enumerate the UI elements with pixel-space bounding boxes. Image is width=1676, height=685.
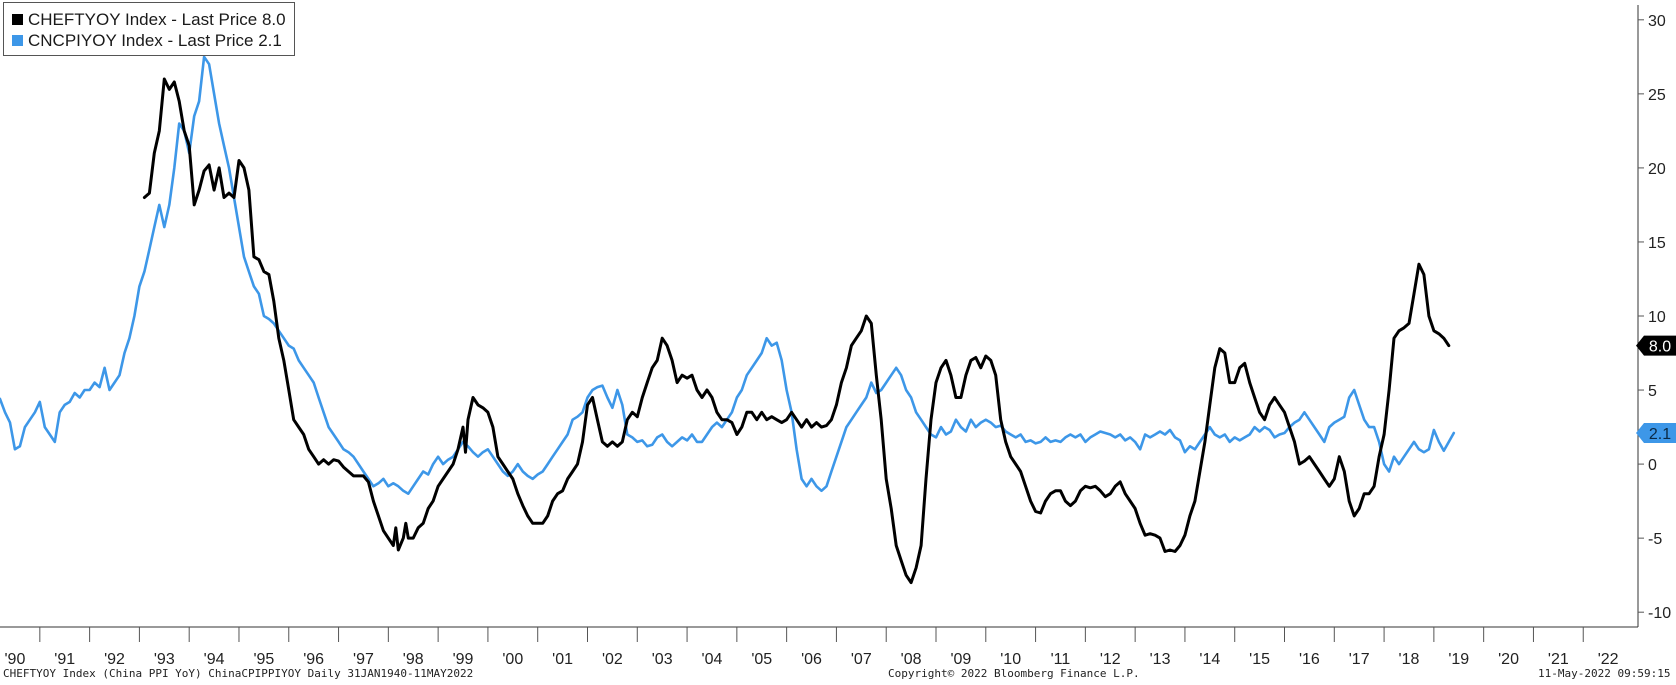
last-value-tag-label: 2.1 bbox=[1649, 426, 1671, 443]
x-tick-label: '12 bbox=[1100, 651, 1121, 668]
x-tick-label: '98 bbox=[403, 651, 424, 668]
series-line-cheftyoy bbox=[142, 77, 1451, 585]
last-value-tag-bg bbox=[1636, 422, 1676, 443]
y-tick-label: 25 bbox=[1648, 87, 1666, 104]
x-tick-label: '21 bbox=[1548, 651, 1569, 668]
x-tick-label: '14 bbox=[1199, 651, 1220, 668]
legend-swatch-blue bbox=[12, 35, 23, 46]
x-tick-label: '03 bbox=[652, 651, 673, 668]
last-value-tag-bg bbox=[1636, 335, 1676, 356]
x-tick-label: '08 bbox=[901, 651, 922, 668]
last-value-tag-label: 8.0 bbox=[1649, 339, 1671, 356]
x-tick-label: '93 bbox=[154, 651, 175, 668]
legend-swatch-black bbox=[12, 14, 23, 25]
x-tick-label: '20 bbox=[1498, 651, 1519, 668]
x-tick-label: '02 bbox=[602, 651, 623, 668]
x-tick-label: '19 bbox=[1448, 651, 1469, 668]
x-tick-label: '06 bbox=[801, 651, 822, 668]
x-tick-label: '00 bbox=[502, 651, 523, 668]
x-tick-label: '15 bbox=[1249, 651, 1270, 668]
x-tick-label: '09 bbox=[950, 651, 971, 668]
x-tick-label: '18 bbox=[1399, 651, 1420, 668]
footer-timestamp: 11-May-2022 09:59:15 bbox=[1538, 667, 1671, 680]
legend-label-cncpiyoy: CNCPIYOY Index - Last Price 2.1 bbox=[28, 31, 282, 50]
y-axis: -10 -5 0 5 10 15 20 25 30 8.0 2.1 bbox=[1636, 5, 1676, 627]
x-tick-label: '91 bbox=[54, 651, 75, 668]
x-tick-label: '05 bbox=[751, 651, 772, 668]
y-tick-label: -5 bbox=[1648, 531, 1662, 548]
x-tick-label: '22 bbox=[1598, 651, 1619, 668]
x-tick-label: '99 bbox=[453, 651, 474, 668]
legend-item-cheftyoy: CHEFTYOY Index - Last Price 8.0 bbox=[12, 9, 286, 30]
plot-area bbox=[0, 55, 1456, 585]
x-tick-label: '97 bbox=[353, 651, 374, 668]
y-tick-label: -10 bbox=[1648, 605, 1671, 622]
footer-source: CHEFTYOY Index (China PPI YoY) ChinaCPIP… bbox=[3, 667, 474, 680]
x-axis: '90 '91 '92 '93 '94 '95 '96 '97 '98 '99 '00 '01 '02 '… bbox=[0, 626, 1638, 668]
legend: CHEFTYOY Index - Last Price 8.0 CNCPIYOY… bbox=[3, 2, 295, 56]
x-tick-label: '92 bbox=[104, 651, 125, 668]
x-tick-label: '16 bbox=[1299, 651, 1320, 668]
footer-copyright: Copyright© 2022 Bloomberg Finance L.P. bbox=[888, 667, 1140, 680]
x-tick-label: '10 bbox=[1000, 651, 1021, 668]
x-tick-label: '17 bbox=[1349, 651, 1370, 668]
x-tick-label: '94 bbox=[204, 651, 225, 668]
x-tick-label: '11 bbox=[1051, 651, 1071, 668]
last-value-tag: 8.0 bbox=[1636, 335, 1676, 356]
y-tick-label: 0 bbox=[1648, 457, 1657, 474]
last-value-tag: 2.1 bbox=[1636, 422, 1676, 443]
series-line-cncpiyoy bbox=[0, 55, 1456, 496]
x-tick-label: '13 bbox=[1150, 651, 1171, 668]
x-tick-label: '04 bbox=[702, 651, 723, 668]
x-tick-label: '95 bbox=[253, 651, 274, 668]
y-tick-label: 5 bbox=[1648, 383, 1657, 400]
x-tick-label: '90 bbox=[5, 651, 26, 668]
legend-item-cncpiyoy: CNCPIYOY Index - Last Price 2.1 bbox=[12, 30, 286, 51]
x-tick-label: '01 bbox=[552, 651, 573, 668]
y-tick-label: 30 bbox=[1648, 13, 1666, 30]
x-tick-label: '07 bbox=[851, 651, 872, 668]
y-tick-label: 15 bbox=[1648, 235, 1666, 252]
legend-label-cheftyoy: CHEFTYOY Index - Last Price 8.0 bbox=[28, 10, 286, 29]
y-tick-label: 10 bbox=[1648, 309, 1666, 326]
x-tick-label: '96 bbox=[303, 651, 324, 668]
y-tick-label: 20 bbox=[1648, 161, 1666, 178]
